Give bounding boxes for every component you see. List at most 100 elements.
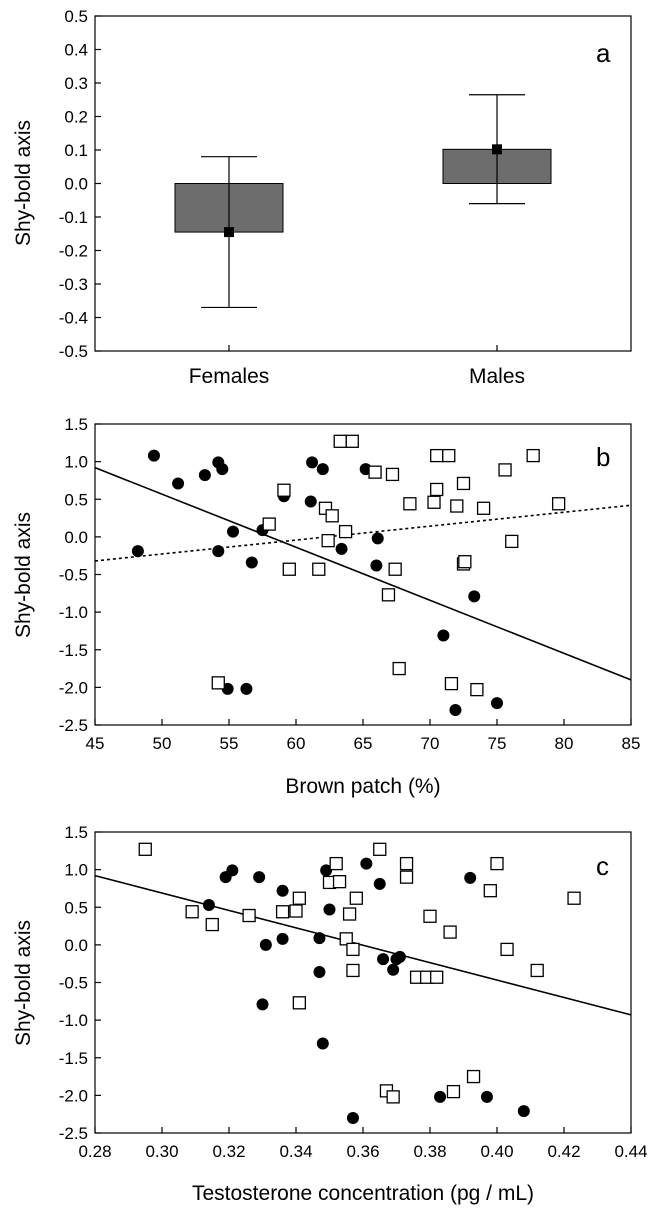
open-square-point xyxy=(567,891,581,905)
open-square-point xyxy=(277,483,291,497)
y-tick-label: -2.5 xyxy=(59,716,88,735)
open-square-point xyxy=(530,963,544,978)
y-tick-label: -1.0 xyxy=(59,1011,88,1030)
y-tick-label: 0.5 xyxy=(64,490,88,509)
filled-circle-point xyxy=(316,463,329,476)
filled-circle-point xyxy=(172,477,185,490)
open-square-point xyxy=(483,884,497,898)
open-square-point xyxy=(450,499,464,513)
x-category-label: Females xyxy=(189,365,270,388)
open-square-point xyxy=(373,842,387,856)
panel-c-y-axis-label: Shy-bold axis xyxy=(12,920,35,1046)
filled-circle-point xyxy=(346,1111,359,1124)
filled-circle-point xyxy=(212,545,225,558)
open-square-point xyxy=(430,448,444,463)
mean-marker xyxy=(224,227,234,238)
y-tick-label: -2.0 xyxy=(59,678,88,697)
filled-circle-point xyxy=(370,559,383,572)
open-square-point xyxy=(500,942,514,957)
panel-c-x-ticks: 0.28 0.30 0.32 0.34 0.36 0.38 0.40 0.42 0.44 xyxy=(78,1127,648,1161)
open-square-point xyxy=(312,562,326,576)
panel-a-y-axis-label: Shy-bold axis xyxy=(12,120,35,246)
y-tick-label: -1.5 xyxy=(59,1049,88,1068)
open-square-point xyxy=(211,676,225,690)
x-tick-label: 0.42 xyxy=(547,1142,580,1161)
open-square-point xyxy=(458,555,472,569)
open-square-point xyxy=(289,904,303,918)
open-square-point xyxy=(346,963,360,978)
panel-a-bar-chart: a Shy-bold axis -0.5 -0.4 -0.3 -0.2 -0.1 0.0 0… xyxy=(12,7,632,388)
filled-circle-point xyxy=(276,884,289,897)
filled-circle-point xyxy=(131,545,144,558)
panel-a-bars xyxy=(174,94,552,309)
open-square-point xyxy=(470,682,484,697)
filled-circle-point xyxy=(320,864,333,877)
filled-circle-point xyxy=(306,456,319,469)
panel-b-y-ticks: -2.5 -2.0 -1.5 -1.0 -0.5 0.0 0.5 1.0 1.5 xyxy=(59,415,101,735)
x-tick-label: 65 xyxy=(354,734,373,753)
dotted-fit-line xyxy=(94,504,632,562)
y-tick-label: -0.5 xyxy=(59,566,88,585)
open-square-point xyxy=(392,661,406,676)
filled-circle-point xyxy=(323,903,336,916)
y-tick-label: -1.5 xyxy=(59,641,88,660)
filled-circle-point xyxy=(256,998,269,1011)
open-square-point xyxy=(345,434,359,448)
y-tick-label: -0.5 xyxy=(59,974,88,993)
open-square-point xyxy=(423,909,437,923)
filled-circle-point xyxy=(313,965,326,978)
filled-circle-point xyxy=(517,1105,530,1118)
filled-circle-point xyxy=(316,1037,329,1050)
open-square-point xyxy=(346,942,360,957)
filled-circle-point xyxy=(198,469,211,482)
y-tick-label: 1.5 xyxy=(64,823,88,842)
x-tick-label: 0.36 xyxy=(346,1142,379,1161)
y-tick-label: 1.0 xyxy=(64,453,88,472)
panel-b-x-ticks: 45 50 55 60 65 70 75 80 85 xyxy=(86,719,641,753)
panel-b-scatter-chart: b Shy-bold axis Brown patch (%) -2.5 -2.0… xyxy=(12,415,640,798)
y-tick-label: -0.4 xyxy=(59,309,88,328)
y-tick-label: 0.1 xyxy=(64,141,88,160)
filled-circle-point xyxy=(373,877,386,890)
y-tick-label: -0.5 xyxy=(59,342,88,361)
filled-circle-point xyxy=(371,532,384,545)
panel-c-x-axis-label: Testosterone concentration (pg / mL) xyxy=(192,1182,534,1205)
x-tick-label: 60 xyxy=(287,734,306,753)
x-tick-label: 45 xyxy=(86,734,105,753)
open-square-point xyxy=(292,891,307,905)
y-tick-label: -1.0 xyxy=(59,603,88,622)
open-square-point xyxy=(329,856,343,871)
open-square-point xyxy=(403,497,417,511)
y-tick-label: 0.0 xyxy=(64,528,88,547)
x-category-label: Males xyxy=(469,365,525,388)
panel-c-scatter-chart: c Shy-bold axis Testosterone concentrati… xyxy=(12,823,648,1205)
x-tick-label: 0.40 xyxy=(480,1142,513,1161)
x-tick-label: 85 xyxy=(622,734,641,753)
y-tick-label: 0.0 xyxy=(64,175,88,194)
open-square-point xyxy=(321,533,335,548)
y-tick-label: 0.0 xyxy=(64,936,88,955)
x-tick-label: 55 xyxy=(220,734,239,753)
x-tick-label: 80 xyxy=(555,734,574,753)
filled-circle-point xyxy=(480,1090,493,1103)
y-tick-label: 0.3 xyxy=(64,74,88,93)
open-square-point xyxy=(430,482,444,497)
open-square-point xyxy=(138,842,152,856)
filled-circle-point xyxy=(377,953,390,966)
filled-circle-point xyxy=(387,963,400,976)
open-square-point xyxy=(242,908,256,923)
filled-circle-point xyxy=(226,864,239,877)
open-square-point xyxy=(339,932,353,946)
x-tick-label: 0.30 xyxy=(145,1142,178,1161)
open-square-point xyxy=(386,1090,400,1104)
open-square-point xyxy=(338,524,353,539)
y-tick-label: -0.2 xyxy=(59,242,88,261)
open-square-point xyxy=(456,476,471,491)
filled-circle-point xyxy=(360,857,373,870)
open-square-point xyxy=(381,588,396,602)
open-square-point xyxy=(385,467,400,482)
panel-b-y-axis-label: Shy-bold axis xyxy=(12,512,35,638)
x-tick-label: 0.38 xyxy=(413,1142,446,1161)
open-square-point xyxy=(399,870,414,884)
solid-fit-line xyxy=(94,466,632,681)
